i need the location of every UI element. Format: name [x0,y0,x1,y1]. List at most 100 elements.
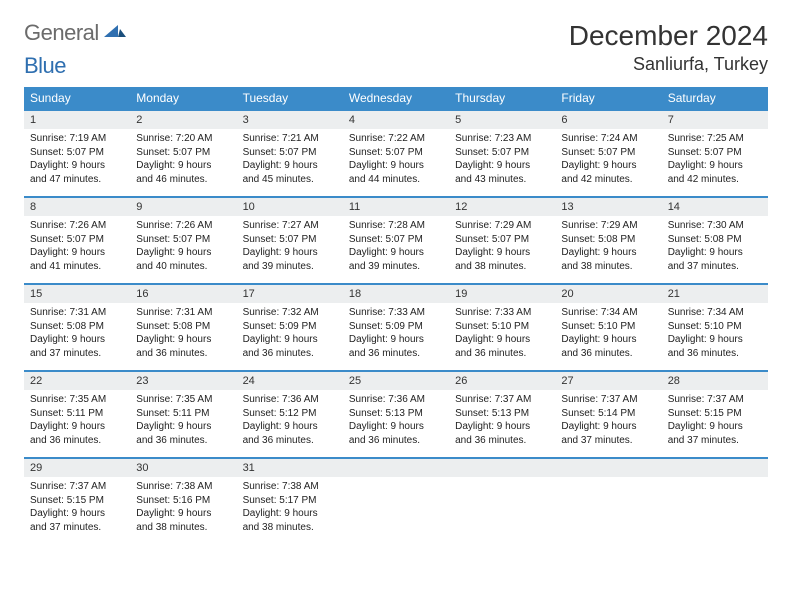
day-number: 3 [237,111,343,129]
calendar-day-cell: 30Sunrise: 7:38 AMSunset: 5:16 PMDayligh… [130,458,236,544]
calendar-day-cell: 16Sunrise: 7:31 AMSunset: 5:08 PMDayligh… [130,284,236,371]
day-details: Sunrise: 7:33 AMSunset: 5:10 PMDaylight:… [449,303,555,370]
calendar-day-cell [662,458,768,544]
day-number: 23 [130,372,236,390]
calendar-day-cell: 29Sunrise: 7:37 AMSunset: 5:15 PMDayligh… [24,458,130,544]
day-details: Sunrise: 7:35 AMSunset: 5:11 PMDaylight:… [24,390,130,457]
day-number: 15 [24,285,130,303]
calendar-day-cell: 9Sunrise: 7:26 AMSunset: 5:07 PMDaylight… [130,197,236,284]
day-details: Sunrise: 7:37 AMSunset: 5:15 PMDaylight:… [662,390,768,457]
day-details: Sunrise: 7:22 AMSunset: 5:07 PMDaylight:… [343,129,449,196]
calendar-day-cell: 15Sunrise: 7:31 AMSunset: 5:08 PMDayligh… [24,284,130,371]
day-number: 20 [555,285,661,303]
calendar-day-cell: 22Sunrise: 7:35 AMSunset: 5:11 PMDayligh… [24,371,130,458]
calendar-day-cell: 24Sunrise: 7:36 AMSunset: 5:12 PMDayligh… [237,371,343,458]
day-details: Sunrise: 7:26 AMSunset: 5:07 PMDaylight:… [24,216,130,283]
calendar-day-cell: 10Sunrise: 7:27 AMSunset: 5:07 PMDayligh… [237,197,343,284]
calendar-day-cell: 7Sunrise: 7:25 AMSunset: 5:07 PMDaylight… [662,110,768,197]
day-number: 28 [662,372,768,390]
calendar-week-row: 29Sunrise: 7:37 AMSunset: 5:15 PMDayligh… [24,458,768,544]
calendar-week-row: 15Sunrise: 7:31 AMSunset: 5:08 PMDayligh… [24,284,768,371]
day-number: 2 [130,111,236,129]
day-number: 24 [237,372,343,390]
day-number: 19 [449,285,555,303]
day-details: Sunrise: 7:37 AMSunset: 5:15 PMDaylight:… [24,477,130,544]
weekday-header: Saturday [662,87,768,110]
day-number: 14 [662,198,768,216]
calendar-day-cell: 21Sunrise: 7:34 AMSunset: 5:10 PMDayligh… [662,284,768,371]
day-number: 29 [24,459,130,477]
day-details: Sunrise: 7:31 AMSunset: 5:08 PMDaylight:… [130,303,236,370]
calendar-week-row: 8Sunrise: 7:26 AMSunset: 5:07 PMDaylight… [24,197,768,284]
day-number: 21 [662,285,768,303]
weekday-header: Monday [130,87,236,110]
weekday-header: Thursday [449,87,555,110]
day-number: 11 [343,198,449,216]
calendar-day-cell: 28Sunrise: 7:37 AMSunset: 5:15 PMDayligh… [662,371,768,458]
day-number: 26 [449,372,555,390]
day-details: Sunrise: 7:37 AMSunset: 5:14 PMDaylight:… [555,390,661,457]
brand-blue: Blue [24,53,66,79]
day-details: Sunrise: 7:25 AMSunset: 5:07 PMDaylight:… [662,129,768,196]
calendar-day-cell: 1Sunrise: 7:19 AMSunset: 5:07 PMDaylight… [24,110,130,197]
day-number: 30 [130,459,236,477]
day-number: 13 [555,198,661,216]
calendar-day-cell: 18Sunrise: 7:33 AMSunset: 5:09 PMDayligh… [343,284,449,371]
day-details: Sunrise: 7:34 AMSunset: 5:10 PMDaylight:… [555,303,661,370]
day-details: Sunrise: 7:27 AMSunset: 5:07 PMDaylight:… [237,216,343,283]
calendar-day-cell: 17Sunrise: 7:32 AMSunset: 5:09 PMDayligh… [237,284,343,371]
calendar-day-cell: 6Sunrise: 7:24 AMSunset: 5:07 PMDaylight… [555,110,661,197]
day-details: Sunrise: 7:35 AMSunset: 5:11 PMDaylight:… [130,390,236,457]
day-number: 25 [343,372,449,390]
day-details: Sunrise: 7:24 AMSunset: 5:07 PMDaylight:… [555,129,661,196]
day-number: 31 [237,459,343,477]
calendar-day-cell: 3Sunrise: 7:21 AMSunset: 5:07 PMDaylight… [237,110,343,197]
day-details: Sunrise: 7:29 AMSunset: 5:08 PMDaylight:… [555,216,661,283]
day-details: Sunrise: 7:30 AMSunset: 5:08 PMDaylight:… [662,216,768,283]
calendar-day-cell: 8Sunrise: 7:26 AMSunset: 5:07 PMDaylight… [24,197,130,284]
calendar-week-row: 1Sunrise: 7:19 AMSunset: 5:07 PMDaylight… [24,110,768,197]
day-details: Sunrise: 7:36 AMSunset: 5:12 PMDaylight:… [237,390,343,457]
weekday-header-row: SundayMondayTuesdayWednesdayThursdayFrid… [24,87,768,110]
calendar-table: SundayMondayTuesdayWednesdayThursdayFrid… [24,87,768,544]
weekday-header: Friday [555,87,661,110]
brand-general: General [24,20,99,46]
day-details: Sunrise: 7:29 AMSunset: 5:07 PMDaylight:… [449,216,555,283]
calendar-week-row: 22Sunrise: 7:35 AMSunset: 5:11 PMDayligh… [24,371,768,458]
calendar-day-cell: 2Sunrise: 7:20 AMSunset: 5:07 PMDaylight… [130,110,236,197]
day-details: Sunrise: 7:37 AMSunset: 5:13 PMDaylight:… [449,390,555,457]
day-details: Sunrise: 7:28 AMSunset: 5:07 PMDaylight:… [343,216,449,283]
day-details: Sunrise: 7:19 AMSunset: 5:07 PMDaylight:… [24,129,130,196]
calendar-day-cell: 26Sunrise: 7:37 AMSunset: 5:13 PMDayligh… [449,371,555,458]
location-label: Sanliurfa, Turkey [569,54,768,75]
calendar-day-cell: 5Sunrise: 7:23 AMSunset: 5:07 PMDaylight… [449,110,555,197]
day-number: 7 [662,111,768,129]
day-details: Sunrise: 7:38 AMSunset: 5:17 PMDaylight:… [237,477,343,544]
calendar-day-cell [555,458,661,544]
header-bar: General December 2024 Sanliurfa, Turkey [24,20,768,75]
day-number: 6 [555,111,661,129]
calendar-day-cell: 20Sunrise: 7:34 AMSunset: 5:10 PMDayligh… [555,284,661,371]
day-details: Sunrise: 7:33 AMSunset: 5:09 PMDaylight:… [343,303,449,370]
day-details: Sunrise: 7:21 AMSunset: 5:07 PMDaylight:… [237,129,343,196]
calendar-day-cell [343,458,449,544]
day-number: 8 [24,198,130,216]
day-number: 4 [343,111,449,129]
day-details: Sunrise: 7:38 AMSunset: 5:16 PMDaylight:… [130,477,236,544]
title-block: December 2024 Sanliurfa, Turkey [569,20,768,75]
calendar-day-cell: 4Sunrise: 7:22 AMSunset: 5:07 PMDaylight… [343,110,449,197]
day-details: Sunrise: 7:31 AMSunset: 5:08 PMDaylight:… [24,303,130,370]
brand-logo: General [24,20,128,46]
calendar-day-cell: 14Sunrise: 7:30 AMSunset: 5:08 PMDayligh… [662,197,768,284]
day-number: 18 [343,285,449,303]
day-details: Sunrise: 7:26 AMSunset: 5:07 PMDaylight:… [130,216,236,283]
weekday-header: Sunday [24,87,130,110]
day-details: Sunrise: 7:23 AMSunset: 5:07 PMDaylight:… [449,129,555,196]
weekday-header: Wednesday [343,87,449,110]
day-number: 22 [24,372,130,390]
day-number: 17 [237,285,343,303]
weekday-header: Tuesday [237,87,343,110]
calendar-day-cell: 23Sunrise: 7:35 AMSunset: 5:11 PMDayligh… [130,371,236,458]
calendar-day-cell: 31Sunrise: 7:38 AMSunset: 5:17 PMDayligh… [237,458,343,544]
day-number: 27 [555,372,661,390]
